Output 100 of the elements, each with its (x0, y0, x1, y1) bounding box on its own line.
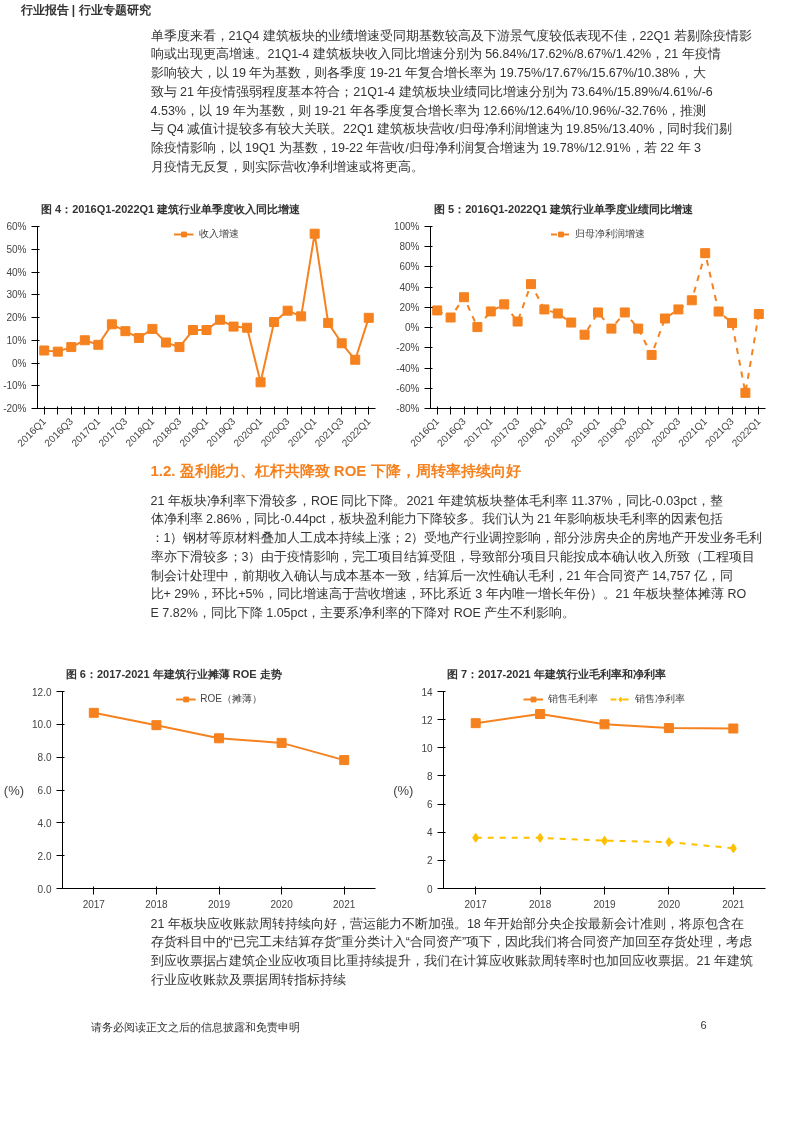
point (309, 228, 320, 239)
y-tick-label: 4.0 (37, 817, 52, 829)
point (432, 305, 443, 316)
x-tick-label: 2020 (270, 898, 294, 910)
y-tick-label: -20% (396, 342, 420, 354)
y-tick-label: 40% (6, 266, 27, 278)
y-tick-label: 30% (6, 289, 27, 301)
y-tick-label: 0% (12, 357, 27, 369)
y-tick-label: 40% (399, 281, 420, 293)
legend-label: ROE（摊薄） (200, 692, 262, 706)
y-tick-label: 6.0 (37, 785, 52, 796)
point (93, 339, 104, 350)
point (727, 317, 737, 328)
point (106, 319, 117, 330)
point (282, 305, 293, 316)
point (79, 335, 90, 346)
point (215, 314, 226, 325)
y-tick-label: 8 (426, 770, 433, 782)
point (151, 720, 162, 731)
text: 6 (700, 1018, 707, 1031)
y-tick-label: 2 (426, 855, 433, 867)
y-tick-label: -40% (396, 362, 420, 374)
point (201, 325, 212, 336)
y-tick-label: 10% (6, 334, 27, 346)
point (214, 733, 224, 744)
chart-title: 图 7：2017-2021 年建筑行业毛利率和净利率 (446, 667, 666, 680)
y-axis-title: (%) (3, 782, 25, 798)
point (66, 342, 77, 353)
x-tick-label: 2019 (593, 898, 617, 910)
chart-title: 图 5：2016Q1-2022Q1 建筑行业单季度业绩同比增速 (434, 202, 695, 215)
text: 行业报告 | 行业专题研究 (19, 2, 151, 17)
y-tick-label: 60% (6, 221, 27, 232)
point (296, 311, 307, 322)
y-tick-label: 0 (426, 883, 433, 895)
x-tick-label: 2017 (82, 898, 106, 910)
point (512, 316, 523, 327)
y-tick-label: 80% (399, 241, 420, 253)
point (713, 306, 724, 317)
point (485, 306, 496, 317)
y-tick-label: 8.0 (37, 752, 52, 764)
text: 1.2. 盈利能力、杠杆共降致 ROE 下降，周转率持续向好 (150, 461, 521, 479)
point (740, 387, 751, 398)
point (579, 329, 590, 340)
point (187, 325, 198, 336)
point (470, 718, 481, 729)
y-tick-label: 20% (6, 312, 27, 323)
y-tick-label: 20% (399, 301, 420, 313)
point (160, 337, 171, 348)
point (472, 832, 480, 843)
x-tick-label: 2021 (722, 898, 745, 910)
x-tick-label: 2018 (145, 898, 168, 910)
y-tick-label: 4 (426, 827, 433, 839)
point (336, 338, 347, 349)
y-tick-label: 10.0 (32, 719, 52, 731)
point (499, 299, 510, 310)
point (700, 248, 711, 259)
point (660, 313, 670, 324)
point (646, 349, 657, 360)
y-tick-label: 6 (426, 799, 433, 811)
point (52, 346, 63, 357)
text: 21 年板块应收账款周转持续向好，营运能力不断加强。18 年开始部分央企按最新会计准则，将原包含在存货科目中的“已完工未结算存货”重分类计入“合同资产”项下，因此我们将合同资产加回至存货处理，考虑到应收票据占建筑企业应收项目比重持续提升，我们在计算应收账款周转率时也加回应收票据。21 年建筑行业应收账款及票据周转指标持续 (150, 915, 753, 987)
point (174, 342, 185, 353)
x-tick-label: 2018 (528, 898, 552, 910)
point (729, 843, 737, 854)
point (566, 317, 577, 328)
x-tick-label: 2019 (207, 898, 231, 910)
point (269, 317, 280, 328)
y-tick-label: 50% (6, 243, 27, 255)
point (133, 332, 144, 343)
legend-label: 收入增速 (198, 227, 239, 241)
text: 单季度来看，21Q4 建筑板块的业绩增速受同期基数较高及下游景气度较低表现不佳，22Q1 若剔除疫情影响或出现更高增速。21Q1-4 建筑板块收入同比增速分别为 56.84%/17.62%/8.67%/1.42%，21 年疫情影响较大，以 19 年为基数，则各季度 19-21 年复合增长率为 19.75%/17.67%/15.67%/10.38%，大致与 21 年疫情强弱程度基本符合；21Q1-4 建筑板块业绩同比增速分别为 73.64%/15.89%/4.61%/-64.53%，以 19 年为基数，则 19-21 年各季度复合增长率为 12.66%/12.64%/10.96%/-32.76%，推测与 Q4 减值计提较多有较大关联。22Q1 建筑板块营收/归母净利润增速为 19.85%/13.40%，同时我们剔除疫情影响，以 19Q1 为基数，19-22 年营收/归母净利润复合增速为 19.78%/12.91%，若 22 年 3 月疫情无反复，则实际营收净利增速或将更高。 (150, 27, 752, 174)
point (228, 321, 239, 332)
x-tick-label: 2017 (464, 898, 488, 910)
point (606, 323, 617, 334)
point (323, 317, 334, 328)
y-tick-label: 12 (421, 714, 433, 726)
point (88, 707, 99, 718)
point (673, 304, 684, 315)
y-tick-label: -10% (3, 380, 27, 392)
point (539, 304, 550, 315)
y-tick-label: 10 (421, 742, 433, 754)
point (663, 723, 674, 734)
y-tick-label: 0.0 (37, 883, 52, 895)
y-tick-label: -60% (396, 382, 420, 394)
legend-label: 归母净利润增速 (575, 227, 645, 241)
point (363, 312, 374, 323)
point (665, 837, 673, 848)
point (472, 322, 483, 333)
point (459, 292, 469, 303)
point (255, 377, 266, 388)
y-tick-label: 14 (421, 686, 433, 698)
x-tick-label: 2021 (333, 898, 356, 910)
y-tick-label: -80% (396, 403, 420, 414)
point (350, 354, 361, 365)
point (242, 322, 253, 333)
y-tick-label: 60% (399, 261, 420, 273)
chart-title: 图 6：2017-2021 年建筑行业摊薄 ROE 走势 (65, 667, 282, 680)
point (39, 345, 50, 356)
chart-title: 图 4：2016Q1-2022Q1 建筑行业单季度收入同比增速 (41, 202, 302, 216)
point (276, 737, 287, 748)
